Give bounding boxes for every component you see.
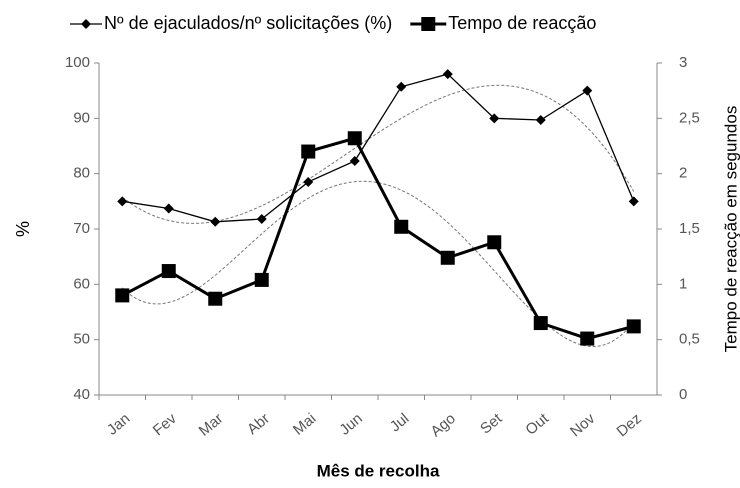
marker xyxy=(487,235,502,250)
marker xyxy=(254,272,269,287)
marker xyxy=(582,85,593,96)
marker xyxy=(442,69,453,80)
marker xyxy=(163,203,174,214)
y2-tick-label: 3 xyxy=(679,54,687,71)
x-tick-label: Abr xyxy=(244,410,273,438)
marker xyxy=(303,176,314,187)
marker xyxy=(347,131,362,146)
marker xyxy=(489,113,500,124)
marker xyxy=(161,264,176,279)
marker xyxy=(301,144,316,159)
y2-axis-title: Tempo de reacção em segundos xyxy=(721,106,740,353)
y-tick-label: 60 xyxy=(73,275,90,292)
y2-tick-label: 1,5 xyxy=(679,220,700,237)
legend-marker xyxy=(81,19,91,29)
y-axis-title: % xyxy=(13,221,33,237)
marker xyxy=(210,216,221,227)
y-tick-label: 80 xyxy=(73,165,90,182)
marker xyxy=(533,316,548,331)
y-tick-label: 90 xyxy=(73,109,90,126)
x-tick-label: Ago xyxy=(427,410,458,440)
x-tick-label: Nov xyxy=(567,410,599,440)
marker xyxy=(396,81,407,92)
marker xyxy=(394,219,409,234)
trendline xyxy=(121,84,635,224)
marker xyxy=(256,214,267,225)
marker xyxy=(349,155,360,166)
x-tick-label: Jan xyxy=(104,410,133,439)
y-tick-label: 40 xyxy=(73,386,90,403)
marker xyxy=(440,250,455,265)
x-axis-title: Mês de recolha xyxy=(317,461,440,480)
x-tick-label: Jul xyxy=(387,410,413,435)
trendline xyxy=(121,180,635,348)
series-line xyxy=(121,136,635,341)
marker xyxy=(580,331,595,346)
y-tick-label: 50 xyxy=(73,331,90,348)
x-tick-label: Set xyxy=(477,410,506,438)
x-tick-label: Jun xyxy=(336,410,365,439)
series-line xyxy=(122,73,635,223)
x-tick-label: Dez xyxy=(614,410,645,440)
legend-label: Nº de ejaculados/nº solicitações (%) xyxy=(104,13,392,33)
marker xyxy=(626,319,641,334)
x-tick-label: Mai xyxy=(290,410,319,439)
x-tick-label: Out xyxy=(522,410,552,439)
y-tick-label: 100 xyxy=(65,54,90,71)
marker xyxy=(117,196,128,207)
y2-tick-label: 0,5 xyxy=(679,331,700,348)
legend-marker xyxy=(421,17,436,31)
y-tick-label: 70 xyxy=(73,220,90,237)
x-tick-label: Fev xyxy=(150,410,180,439)
x-tick-label: Mar xyxy=(196,410,227,440)
marker xyxy=(535,114,546,125)
y2-tick-label: 2 xyxy=(679,165,687,182)
y2-tick-label: 2,5 xyxy=(679,109,700,126)
marker xyxy=(628,196,639,207)
legend-label: Tempo de reacção xyxy=(448,13,596,33)
marker xyxy=(208,291,223,306)
y2-tick-label: 1 xyxy=(679,275,687,292)
y2-tick-label: 0 xyxy=(679,386,687,403)
marker xyxy=(115,288,130,303)
